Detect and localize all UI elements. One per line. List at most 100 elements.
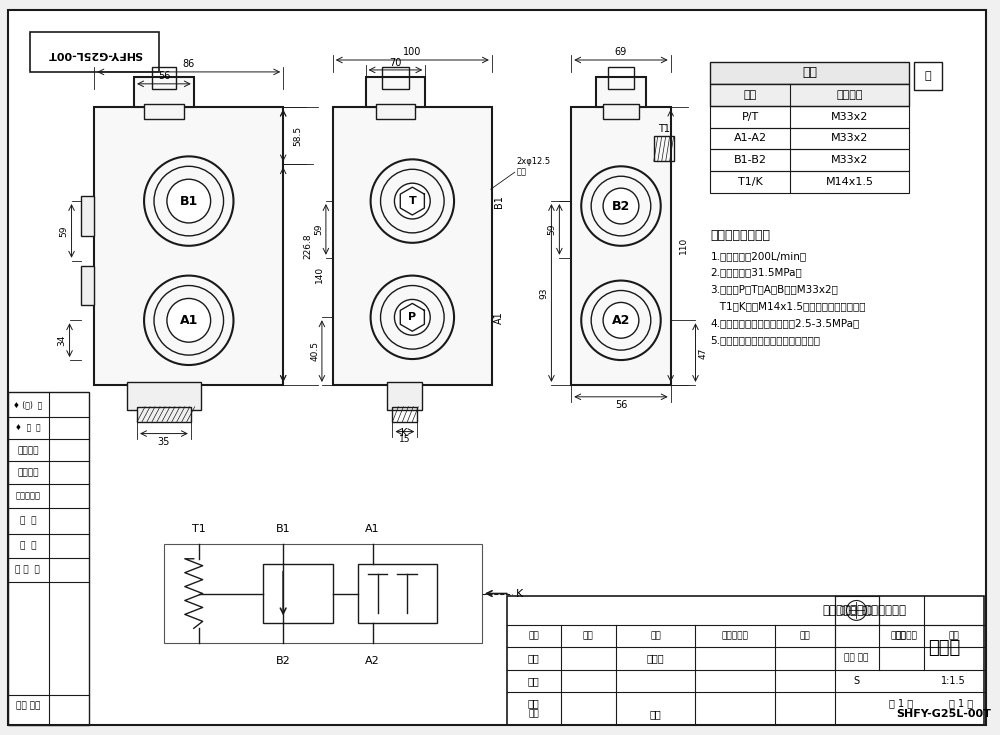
Text: 59: 59 bbox=[59, 225, 68, 237]
Bar bbox=[835, 595, 879, 625]
Text: 画: 画 bbox=[925, 71, 931, 81]
Text: 版本号  类型: 版本号 类型 bbox=[840, 606, 873, 615]
Text: 56: 56 bbox=[615, 400, 627, 409]
Text: T1: T1 bbox=[658, 123, 670, 134]
Bar bbox=[144, 104, 184, 118]
Text: 批准: 批准 bbox=[650, 709, 662, 719]
Bar bbox=[81, 265, 94, 306]
Bar bbox=[654, 137, 674, 162]
Text: 设计: 设计 bbox=[528, 653, 539, 663]
Bar bbox=[507, 595, 984, 725]
Bar bbox=[710, 106, 909, 128]
Text: A1: A1 bbox=[365, 524, 380, 534]
Text: A1: A1 bbox=[494, 311, 504, 323]
Text: 15: 15 bbox=[399, 435, 410, 444]
Bar bbox=[392, 406, 417, 422]
Text: 数量: 数量 bbox=[583, 632, 594, 641]
Text: T: T bbox=[408, 196, 416, 206]
Text: B1: B1 bbox=[180, 195, 198, 207]
Circle shape bbox=[603, 302, 639, 338]
Text: 技术要求和参数：: 技术要求和参数： bbox=[710, 229, 770, 243]
Text: 70: 70 bbox=[389, 58, 402, 68]
Bar bbox=[596, 77, 646, 107]
Bar bbox=[376, 104, 415, 118]
Text: 2xφ12.5
通孔: 2xφ12.5 通孔 bbox=[517, 157, 551, 176]
Circle shape bbox=[603, 188, 639, 224]
Bar bbox=[152, 67, 176, 89]
Bar bbox=[914, 62, 942, 90]
Text: B1-B2: B1-B2 bbox=[734, 155, 767, 165]
Text: P: P bbox=[408, 312, 416, 323]
Text: 备考: 备考 bbox=[799, 632, 810, 641]
Text: 接口: 接口 bbox=[744, 90, 757, 100]
Bar bbox=[164, 544, 482, 643]
Text: 58.5: 58.5 bbox=[294, 126, 303, 146]
Text: 标准化: 标准化 bbox=[647, 653, 665, 663]
Text: 59: 59 bbox=[314, 223, 323, 234]
Bar bbox=[358, 564, 437, 623]
Bar bbox=[710, 128, 909, 149]
Circle shape bbox=[394, 299, 430, 335]
Text: P/T: P/T bbox=[742, 112, 759, 121]
Text: 34: 34 bbox=[57, 334, 66, 346]
Circle shape bbox=[167, 298, 211, 343]
Circle shape bbox=[394, 183, 430, 219]
Text: SHFY-G25L-00T: SHFY-G25L-00T bbox=[896, 709, 991, 719]
Text: 分区: 分区 bbox=[650, 632, 661, 641]
Bar bbox=[137, 406, 191, 422]
Text: B2: B2 bbox=[276, 656, 291, 666]
Text: 标记: 标记 bbox=[528, 632, 539, 641]
Text: B1: B1 bbox=[276, 524, 290, 534]
Text: 140: 140 bbox=[315, 266, 324, 283]
Bar bbox=[571, 107, 671, 385]
Text: 审核: 审核 bbox=[528, 698, 539, 708]
Text: S: S bbox=[853, 676, 860, 686]
Bar bbox=[134, 77, 194, 107]
Text: 第 1 套: 第 1 套 bbox=[949, 698, 973, 708]
Bar bbox=[366, 77, 425, 107]
Text: ♦  尺  记: ♦ 尺 记 bbox=[15, 423, 41, 432]
Text: A2: A2 bbox=[612, 314, 630, 327]
Text: 1.公称流量：200L/min；: 1.公称流量：200L/min； bbox=[710, 251, 807, 261]
Bar bbox=[333, 107, 492, 385]
Text: T1/K: T1/K bbox=[738, 177, 763, 187]
Text: 阶段 标记: 阶段 标记 bbox=[844, 653, 869, 663]
Text: 重量: 重量 bbox=[896, 632, 907, 641]
Text: A1-A2: A1-A2 bbox=[734, 134, 767, 143]
Text: T1、K油口M14x1.5，油口均为平面密封；: T1、K油口M14x1.5，油口均为平面密封； bbox=[710, 301, 866, 312]
Text: 比例: 比例 bbox=[948, 632, 959, 641]
Bar bbox=[710, 84, 909, 106]
Bar bbox=[81, 196, 94, 236]
Text: A2: A2 bbox=[365, 656, 380, 666]
Bar bbox=[94, 107, 283, 385]
Text: 56: 56 bbox=[158, 71, 170, 81]
Text: K: K bbox=[401, 428, 408, 437]
Text: 1:1.5: 1:1.5 bbox=[941, 676, 966, 686]
Text: 日  期: 日 期 bbox=[20, 542, 36, 551]
Text: 工艺: 工艺 bbox=[528, 709, 539, 718]
Text: 旧底图总号: 旧底图总号 bbox=[15, 492, 40, 501]
Text: 3.油口：P、T、A、B口为M33x2，: 3.油口：P、T、A、B口为M33x2， bbox=[710, 284, 838, 295]
Text: 共 1 套: 共 1 套 bbox=[889, 698, 913, 708]
Bar bbox=[710, 62, 909, 84]
Text: 2.最高压力：31.5MPa；: 2.最高压力：31.5MPa； bbox=[710, 268, 802, 278]
Text: 47: 47 bbox=[699, 348, 708, 359]
Bar bbox=[387, 382, 422, 409]
Text: 山东奥骊液压科技有限公司: 山东奥骊液压科技有限公司 bbox=[822, 604, 906, 617]
Text: T1: T1 bbox=[192, 524, 206, 534]
Bar bbox=[603, 104, 639, 118]
Text: 螺纹规格: 螺纹规格 bbox=[836, 90, 863, 100]
Text: SHFY-G25L-00T: SHFY-G25L-00T bbox=[47, 49, 142, 59]
Text: 签  字: 签 字 bbox=[20, 517, 36, 526]
Text: 顾客 日期: 顾客 日期 bbox=[16, 701, 40, 710]
Text: 86: 86 bbox=[183, 59, 195, 69]
Text: 底图总号: 底图总号 bbox=[17, 469, 39, 478]
Bar bbox=[8, 392, 89, 725]
Text: 标 准  化: 标 准 化 bbox=[15, 565, 40, 574]
Bar bbox=[608, 67, 634, 89]
Bar bbox=[127, 382, 201, 409]
Text: 校对: 校对 bbox=[528, 676, 539, 686]
Text: K: K bbox=[516, 589, 523, 598]
Text: ♦ (印)  尺: ♦ (印) 尺 bbox=[13, 401, 42, 409]
Bar bbox=[710, 149, 909, 171]
